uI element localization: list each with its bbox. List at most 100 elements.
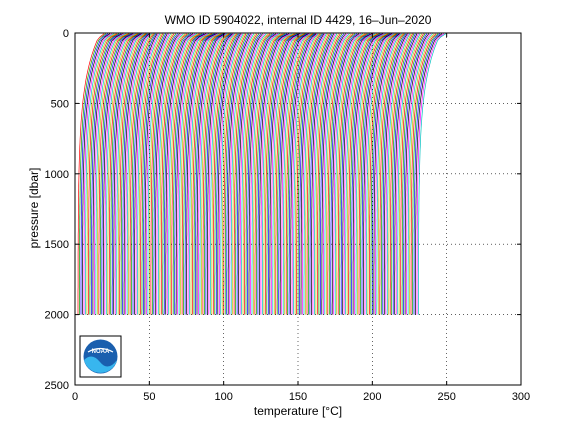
- x-tick-label: 50: [143, 391, 155, 403]
- profile-line: [205, 33, 232, 315]
- profile-line: [303, 33, 327, 315]
- profile-line: [361, 33, 391, 315]
- profile-line: [348, 33, 379, 315]
- profile-line: [168, 33, 197, 315]
- profile-line: [345, 33, 376, 315]
- profile-line: [373, 33, 400, 315]
- profile-line: [153, 33, 178, 315]
- profile-line: [256, 33, 286, 315]
- profile-line: [111, 33, 141, 315]
- profile-line: [128, 33, 153, 315]
- profile-line: [331, 33, 360, 315]
- profile-line: [236, 33, 262, 315]
- profile-line: [193, 33, 223, 315]
- profile-line: [184, 33, 216, 315]
- profile-line: [309, 33, 333, 315]
- profile-line: [382, 33, 407, 315]
- profile-line: [318, 33, 343, 315]
- profile-line: [306, 33, 330, 315]
- profile-line: [413, 33, 441, 315]
- profile-line: [107, 33, 138, 315]
- profile-line: [287, 33, 315, 315]
- profile-line: [123, 33, 150, 315]
- profile-line: [343, 33, 374, 315]
- profile-line: [224, 33, 248, 315]
- profile-line: [364, 33, 394, 315]
- profile-line: [196, 33, 226, 315]
- profile-line: [202, 33, 230, 315]
- profile-line: [229, 33, 253, 315]
- profile-line: [217, 33, 241, 315]
- profile-line: [394, 33, 418, 315]
- profile-line: [91, 33, 121, 315]
- profile-line: [285, 33, 314, 315]
- y-axis-label: pressure [dbar]: [27, 168, 41, 249]
- profile-lines: [77, 33, 446, 315]
- profile-line: [327, 33, 354, 315]
- profile-line: [404, 33, 430, 315]
- profile-line: [94, 33, 125, 315]
- profile-line: [337, 33, 367, 315]
- profile-line: [325, 33, 352, 315]
- profile-line: [340, 33, 371, 315]
- profile-line: [367, 33, 396, 315]
- profile-line: [406, 33, 431, 315]
- profile-line: [357, 33, 388, 315]
- profile-line: [175, 33, 206, 315]
- profile-line: [192, 33, 222, 315]
- profile-line: [181, 33, 213, 315]
- profile-line: [328, 33, 356, 315]
- profile-line: [250, 33, 279, 315]
- y-tick-label: 1500: [45, 239, 69, 251]
- profile-line: [389, 33, 413, 315]
- profile-line: [360, 33, 390, 315]
- y-tick-label: 0: [63, 28, 69, 40]
- profile-line: [159, 33, 186, 315]
- profile-line: [238, 33, 263, 315]
- logo-gull: [87, 347, 114, 353]
- profile-line: [375, 33, 401, 315]
- profile-line: [86, 33, 116, 315]
- profile-line: [135, 33, 159, 315]
- x-tick-label: 250: [437, 391, 455, 403]
- profile-line: [131, 33, 155, 315]
- x-ticks: 0 50 100 150 200 250 300: [72, 33, 530, 403]
- profile-line: [349, 33, 381, 315]
- profile-line: [415, 33, 443, 315]
- profile-line: [208, 33, 234, 315]
- profile-line: [334, 33, 363, 315]
- profile-line: [147, 33, 171, 315]
- profile-line: [358, 33, 389, 315]
- profile-line: [110, 33, 140, 315]
- profile-line: [122, 33, 149, 315]
- profile-line: [233, 33, 258, 315]
- profile-line: [108, 33, 139, 315]
- profile-line: [201, 33, 229, 315]
- profile-line: [260, 33, 291, 315]
- profile-line: [129, 33, 154, 315]
- profile-line: [383, 33, 408, 315]
- profile-line: [266, 33, 298, 315]
- profile-line: [119, 33, 147, 315]
- profile-line: [190, 33, 221, 315]
- profile-line: [291, 33, 318, 315]
- profile-line: [150, 33, 175, 315]
- profile-line: [211, 33, 237, 315]
- profile-line: [80, 33, 109, 315]
- profile-line: [248, 33, 277, 315]
- logo-wave: [84, 356, 117, 373]
- y-tick-label: 2500: [45, 380, 69, 392]
- x-tick-label: 150: [289, 391, 307, 403]
- profile-line: [319, 33, 345, 315]
- profile-line: [89, 33, 120, 315]
- profile-line: [279, 33, 309, 315]
- profile-line: [166, 33, 195, 315]
- profile-line: [376, 33, 402, 315]
- profile-line: [99, 33, 131, 315]
- profile-line: [278, 33, 308, 315]
- profile-line: [346, 33, 378, 315]
- profile-line: [134, 33, 158, 315]
- profile-line: [141, 33, 165, 315]
- profile-line: [342, 33, 373, 315]
